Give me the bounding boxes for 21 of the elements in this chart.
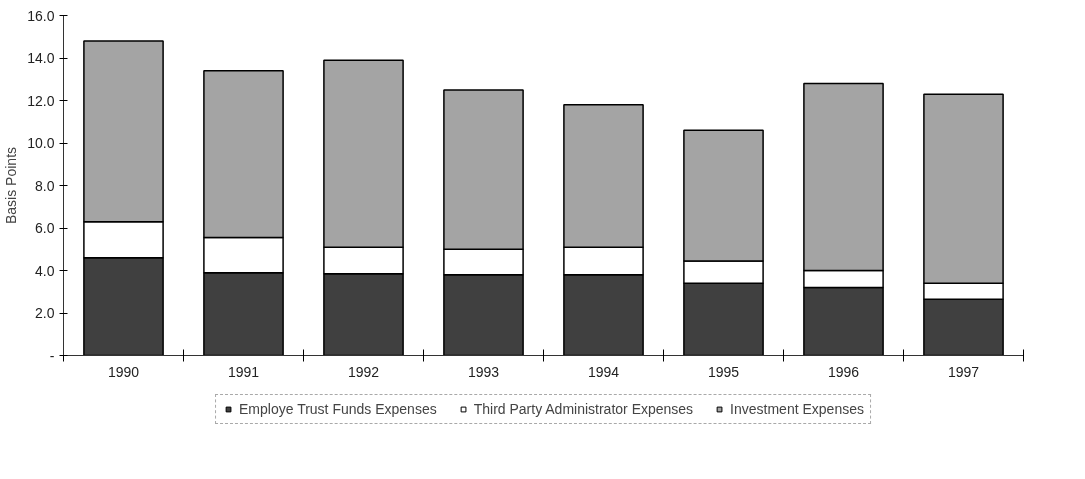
y-tick-label: -: [49, 347, 55, 364]
y-axis-title: Basis Points: [3, 146, 20, 225]
y-tick-label: 4.0: [35, 262, 55, 279]
y-tick-label: 16.0: [27, 7, 55, 24]
x-tick-label: 1996: [827, 363, 860, 380]
legend-label: Employe Trust Funds Expenses: [239, 401, 437, 417]
x-tick-label: 1990: [107, 363, 140, 380]
x-tick-label: 1997: [947, 363, 980, 380]
legend-label: Investment Expenses: [730, 401, 864, 417]
x-tick-label: 1993: [467, 363, 500, 380]
x-tick-label: 1995: [707, 363, 740, 380]
legend-label: Third Party Administrator Expenses: [473, 401, 694, 417]
y-tick-label: 12.0: [27, 92, 55, 109]
x-tick-label: 1992: [347, 363, 380, 380]
y-tick-label: 6.0: [35, 220, 55, 236]
x-tick-label: 1991: [227, 363, 260, 380]
y-tick-label: 8.0: [35, 177, 55, 194]
y-tick-label: 10.0: [27, 135, 55, 151]
x-tick-label: 1994: [587, 363, 620, 380]
y-tick-label: 2.0: [35, 305, 55, 321]
y-tick-label: 14.0: [27, 50, 55, 66]
